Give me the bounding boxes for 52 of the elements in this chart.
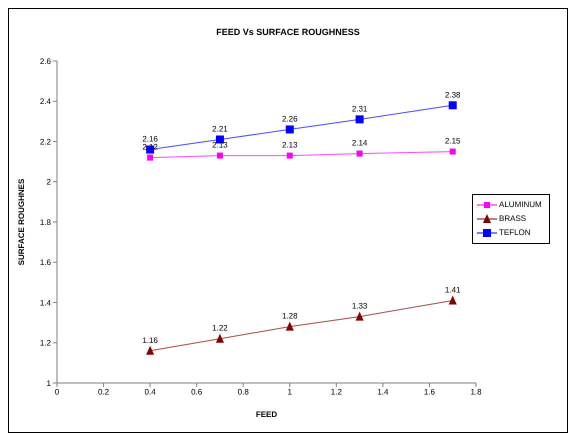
data-label: 2.15 [444, 136, 462, 146]
y-tick-label: 2 [46, 178, 52, 187]
legend-label: ALUMINUM [499, 199, 542, 211]
point [216, 334, 224, 343]
x-tick-label: 1.4 [377, 388, 389, 397]
x-tick-label: 1.8 [470, 388, 482, 397]
data-label: 1.41 [444, 285, 462, 294]
data-label: 2.13 [282, 140, 298, 150]
y-tick-label: 1.4 [40, 298, 52, 308]
y-tick-label: 2.4 [40, 97, 52, 106]
y-tick-label: 2.6 [40, 56, 52, 66]
point [147, 154, 154, 161]
x-tick-label: 0.6 [191, 388, 203, 397]
point [146, 346, 154, 355]
y-tick-label: 2.2 [40, 137, 52, 146]
y-tick-label: 1.8 [40, 218, 52, 227]
point [356, 115, 364, 124]
x-tick-label: 0.8 [238, 388, 250, 397]
x-tick-label: 0 [54, 388, 60, 397]
data-label: 1.33 [352, 302, 368, 311]
y-axis-title: SURFACE ROUGHNES [16, 178, 26, 266]
legend-label: BRASS [499, 213, 526, 225]
x-tick-label: 1 [288, 388, 293, 397]
point [448, 295, 457, 304]
y-tick-label: 1.6 [40, 258, 52, 268]
data-label: 1.28 [282, 312, 298, 321]
data-label: 1.16 [142, 336, 158, 345]
data-label: 1.22 [212, 324, 228, 333]
data-label: 2.31 [352, 104, 368, 114]
x-tick-label: 0.4 [144, 388, 156, 397]
data-label: 2.21 [212, 124, 228, 134]
point [448, 101, 457, 110]
x-tick-label: 1.2 [330, 388, 342, 397]
data-label: 2.14 [352, 138, 368, 148]
point [356, 312, 364, 321]
x-tick-label: 0.2 [98, 388, 110, 397]
point [450, 148, 456, 155]
y-tick-label: 1 [46, 378, 52, 388]
point [286, 125, 294, 134]
data-label: 2.38 [444, 90, 462, 100]
data-label: 2.26 [282, 114, 298, 124]
point [356, 150, 363, 157]
legend-label: TEFLON [499, 227, 531, 239]
data-label: 2.13 [212, 140, 228, 150]
point [216, 152, 223, 159]
y-tick-label: 1.2 [40, 338, 52, 348]
point [286, 322, 294, 331]
chart-title: FEED Vs SURFACE ROUGHNESS [215, 27, 361, 37]
x-tick-label: 1.6 [424, 388, 436, 397]
point [286, 152, 293, 159]
data-label: 2.16 [142, 134, 158, 144]
x-axis-title: FEED [256, 410, 278, 419]
